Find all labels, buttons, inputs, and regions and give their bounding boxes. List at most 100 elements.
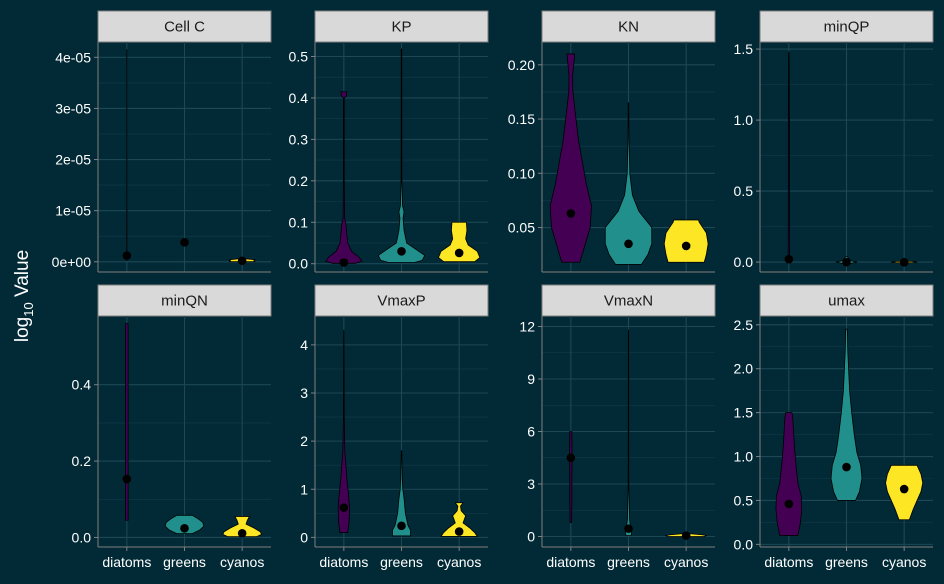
facet-strip-minqn	[97, 284, 272, 317]
median-point-greens	[180, 238, 189, 247]
x-tick-label: cyanos	[437, 554, 481, 570]
y-tick-label: 0.10	[508, 165, 535, 181]
violin-diatoms	[787, 51, 791, 263]
violin-diatoms	[325, 91, 363, 264]
violin-diatoms	[569, 431, 573, 523]
y-tick-label: 0.2	[289, 173, 309, 189]
facet-strip-label: minQP	[824, 19, 870, 36]
median-point-greens	[842, 257, 851, 267]
y-tick-label: 0.5	[734, 183, 754, 199]
y-tick-label: 1.5	[734, 405, 754, 421]
y-tick-label: 1	[300, 481, 308, 497]
median-point-cyanos	[237, 528, 247, 538]
median-point-greens	[842, 462, 851, 472]
y-tick-label: 0.15	[508, 111, 535, 127]
y-tick-label: 3	[527, 476, 535, 492]
violin-cyanos	[222, 516, 262, 538]
median-point-diatoms	[122, 474, 132, 484]
facet-strip-vmaxp	[314, 284, 489, 317]
y-tick-label: 3e-05	[55, 100, 91, 116]
median-point-diatoms	[784, 499, 794, 509]
x-tick-label: cyanos	[220, 554, 264, 570]
y-tick-label: 2.0	[734, 361, 754, 377]
violin-greens	[604, 102, 653, 265]
median-point-diatoms	[784, 254, 794, 264]
y-tick-label: 4	[300, 337, 308, 353]
violin-greens	[625, 329, 632, 537]
median-point-cyanos	[899, 258, 909, 267]
x-tick-label: diatoms	[546, 554, 595, 570]
facet-strip-label: minQN	[161, 293, 208, 310]
y-tick-label: 0.5	[734, 492, 754, 508]
x-tick-label: greens	[163, 554, 206, 570]
y-tick-label: 2	[300, 433, 308, 449]
facet-strip-cell-c	[97, 10, 272, 43]
y-tick-label: 0	[527, 529, 535, 545]
y-tick-label: 4e-05	[55, 49, 91, 65]
y-tick-label: 1.0	[734, 449, 754, 465]
violin-diatoms	[125, 323, 129, 521]
x-tick-label: cyanos	[664, 554, 708, 570]
panel-minqp: minQP 0.0 0.5 1.0 1.5	[734, 10, 934, 273]
median-point-greens	[624, 239, 633, 249]
y-tick-label: 0.05	[508, 220, 535, 236]
x-tick-label: greens	[825, 554, 868, 570]
panel-vmaxn: VmaxN 0 3 6 9 12 diatoms greens cyanos	[519, 284, 716, 570]
median-point-greens	[180, 523, 189, 533]
violin-greens	[392, 450, 411, 537]
facet-strip-label: Cell C	[164, 19, 205, 36]
x-tick-label: diatoms	[102, 554, 151, 570]
facet-strip-label: KN	[618, 19, 639, 36]
facet-strip-label: VmaxN	[604, 293, 653, 310]
y-tick-label: 3	[300, 385, 308, 401]
median-point-cyanos	[237, 256, 247, 266]
y-tick-label: 0.4	[289, 90, 309, 106]
y-tick-label: 0.0	[734, 536, 754, 552]
y-tick-label: 0.0	[72, 529, 92, 545]
y-tick-label: 2e-05	[55, 152, 91, 168]
median-point-cyanos	[454, 527, 464, 536]
median-point-diatoms	[122, 251, 132, 260]
violin-cyanos	[440, 502, 478, 537]
panel-vmaxp: VmaxP 0 1 2 3 4 diatoms greens cyanos	[300, 284, 489, 570]
median-point-diatoms	[566, 453, 576, 463]
violin-cyanos	[438, 221, 481, 263]
y-tick-label: 0.2	[72, 453, 92, 469]
x-tick-label: greens	[607, 554, 650, 570]
y-tick-label: 0.0	[734, 254, 754, 270]
y-tick-label: 0.5	[289, 49, 309, 65]
facet-strip-vmaxn	[541, 284, 716, 317]
y-tick-label: 0.1	[289, 214, 309, 230]
violin-diatoms	[775, 412, 803, 536]
violin-diatoms	[549, 53, 592, 263]
y-axis-label: log10 Value	[12, 250, 36, 342]
facet-strip-minqp	[759, 10, 934, 43]
median-point-cyanos	[681, 241, 691, 251]
panel-umax: umax 0.0 0.5 1.0 1.5 2.0 2.5 diatoms greens cyano…	[734, 284, 934, 570]
median-point-cyanos	[454, 248, 464, 258]
x-tick-label: cyanos	[882, 554, 926, 570]
x-tick-label: greens	[380, 554, 423, 570]
median-point-diatoms	[339, 503, 349, 512]
median-point-diatoms	[339, 258, 349, 267]
y-tick-label: 12	[519, 319, 535, 335]
panel-cell-c: Cell C 0e+00 1e-05 2e-05 3e-05 4e-05	[52, 10, 272, 273]
y-tick-label: 1.5	[734, 41, 754, 57]
median-point-greens	[397, 246, 406, 256]
median-point-cyanos	[899, 484, 909, 494]
y-tick-label: 0	[300, 529, 308, 545]
facet-strip-label: umax	[828, 293, 865, 310]
median-point-diatoms	[566, 209, 576, 218]
violin-greens	[830, 328, 863, 501]
median-point-cyanos	[681, 531, 691, 540]
y-tick-label: 0.20	[508, 57, 535, 73]
facet-strip-label: KP	[391, 19, 411, 36]
facet-strip-kn	[541, 10, 716, 43]
facet-strip-label: VmaxP	[377, 293, 425, 310]
y-tick-label: 1.0	[734, 112, 754, 128]
y-tick-label: 1e-05	[55, 203, 91, 219]
median-point-greens	[624, 524, 633, 533]
y-tick-label: 6	[527, 424, 535, 440]
median-point-greens	[397, 521, 406, 531]
